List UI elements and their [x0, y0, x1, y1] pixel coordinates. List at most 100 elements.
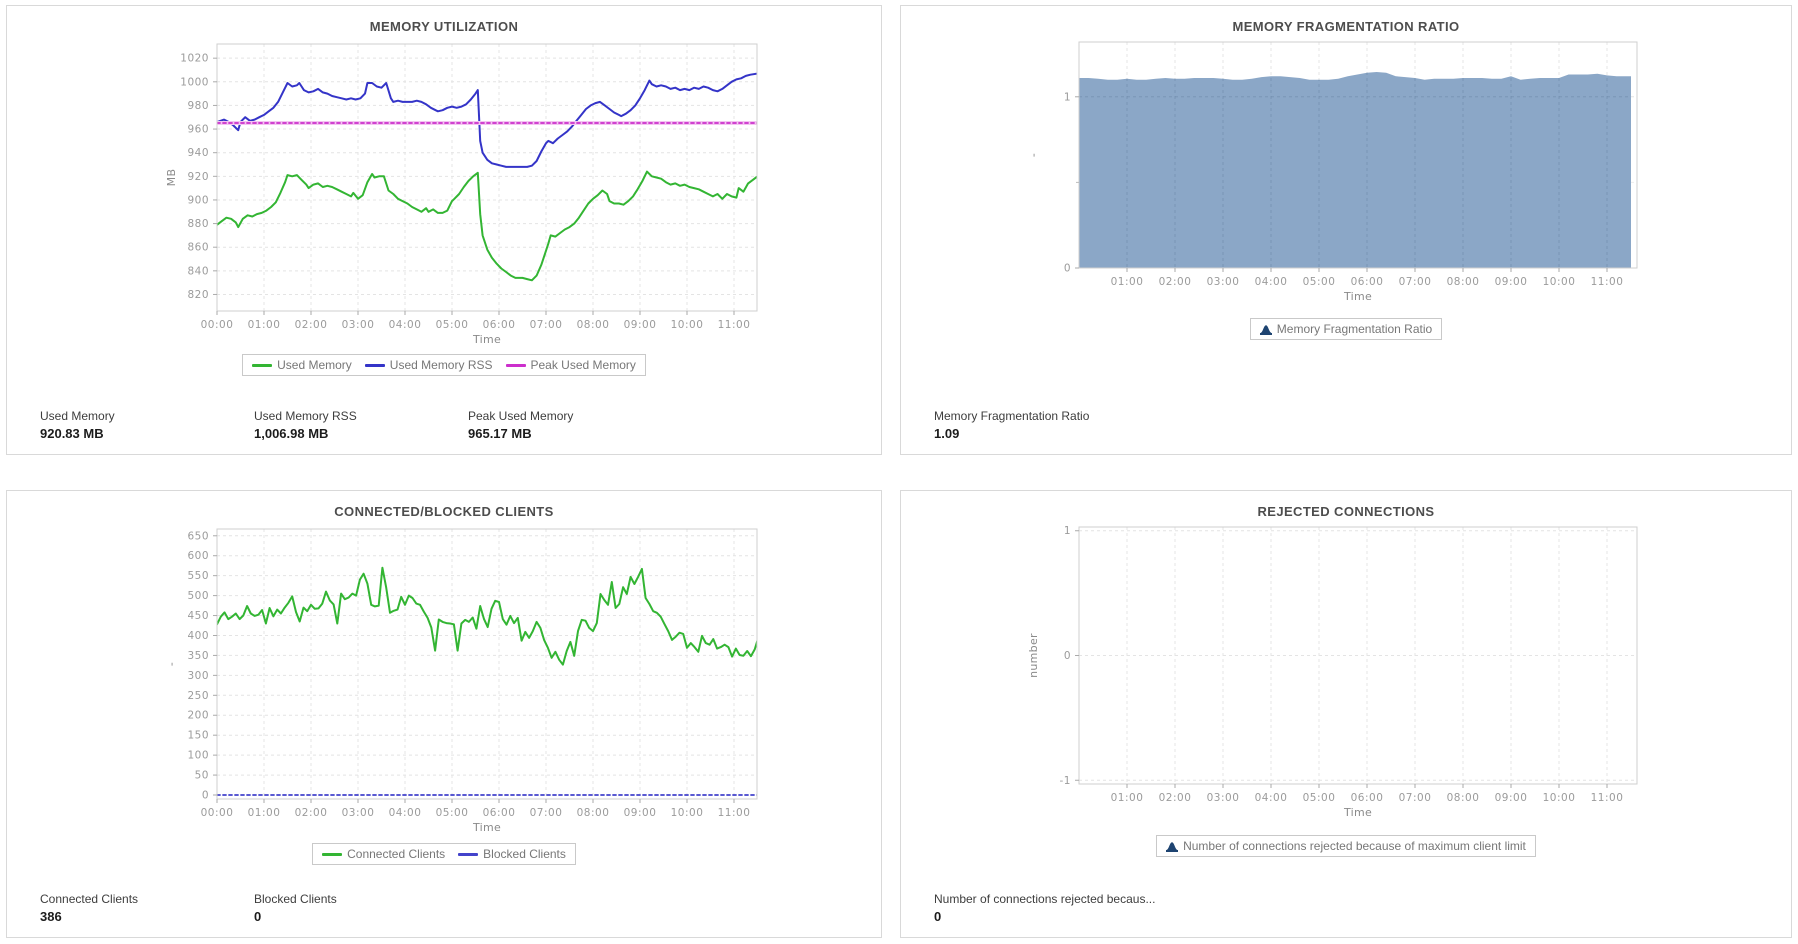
- y-axis-tick-label: 900: [187, 194, 209, 206]
- y-axis-title: MB: [165, 169, 178, 187]
- legend-item[interactable]: Connected Clients: [322, 847, 445, 861]
- line-series: [217, 170, 757, 282]
- x-axis-tick-label: 07:00: [1399, 792, 1432, 804]
- stats-row: Memory Fragmentation Ratio 1.09: [901, 409, 1791, 454]
- stats-row: Connected Clients 386 Blocked Clients 0: [7, 892, 881, 937]
- clients-chart: 6506005505004504003503002502001501005000…: [165, 528, 758, 834]
- y-axis-tick-label: -1: [1060, 775, 1071, 787]
- y-axis-tick-label: 100: [187, 750, 209, 762]
- stat: Used Memory 920.83 MB: [40, 409, 254, 441]
- y-axis-tick-label: 920: [187, 171, 209, 183]
- chart-area: 1 0 01:00 02:00 03:00 04:00 05:00 06:00 07:00 08:…: [901, 34, 1791, 316]
- legend-item[interactable]: Memory Fragmentation Ratio: [1259, 322, 1432, 336]
- axes: 1 0 01:00 02:00 03:00 04:00 05:00 06:00 07:00 08:…: [1027, 91, 1623, 303]
- y-axis-tick-label: 200: [187, 710, 209, 722]
- stat-label: Connected Clients: [40, 892, 139, 906]
- legend-label: Peak Used Memory: [530, 358, 636, 372]
- chart-area: 1 0 -1 01:00 02:00 03:00 04:00 05:00 06:00 07:00 0…: [901, 519, 1791, 833]
- stat-label: Peak Used Memory: [468, 409, 574, 423]
- y-axis-tick-label: 940: [187, 147, 209, 159]
- area-series: [1079, 72, 1631, 268]
- stat: Number of connections rejected becaus...…: [934, 892, 1169, 924]
- stat-value: 0: [254, 909, 262, 924]
- legend-label: Number of connections rejected because o…: [1183, 839, 1526, 853]
- plot-area: [217, 566, 757, 796]
- x-axis-tick-label: 08:00: [577, 319, 610, 331]
- y-axis-tick-label: 0: [1064, 650, 1071, 662]
- stat: Blocked Clients 0: [254, 892, 468, 924]
- legend-item[interactable]: Used Memory: [252, 358, 352, 372]
- x-axis-tick-label: 06:00: [1351, 792, 1384, 804]
- chart-legend: Connected Clients Blocked Clients: [312, 843, 576, 865]
- series-color-swatch: [505, 363, 526, 367]
- axes: 1020 1000 980 960 940 920 900 880 860 840 820 00:00…: [165, 53, 750, 346]
- stats-row: Used Memory 920.83 MB Used Memory RSS 1,006…: [7, 409, 881, 454]
- x-axis-tick-label: 10:00: [1543, 276, 1576, 288]
- series-color-swatch: [364, 363, 385, 367]
- legend-label: Connected Clients: [347, 847, 446, 861]
- x-axis-tick-label: 06:00: [483, 807, 516, 819]
- stat-value: 965.17 MB: [468, 426, 532, 441]
- x-axis-tick-label: 07:00: [530, 807, 563, 819]
- panel-memory-utilization: MEMORY UTILIZATION 1020 1000 980 960 940 920 9…: [6, 5, 882, 455]
- x-axis-tick-label: 08:00: [1447, 276, 1480, 288]
- x-axis-tick-label: 02:00: [295, 319, 328, 331]
- stat-value: 0: [934, 909, 942, 924]
- stat-label: Used Memory RSS: [254, 409, 357, 423]
- x-axis-tick-label: 05:00: [1303, 792, 1336, 804]
- legend-item[interactable]: Number of connections rejected because o…: [1166, 839, 1526, 853]
- x-axis-tick-label: 10:00: [1543, 792, 1576, 804]
- y-axis-tick-label: 250: [187, 690, 209, 702]
- chart-legend: Memory Fragmentation Ratio: [1249, 318, 1443, 340]
- series-color-swatch: [252, 363, 273, 367]
- y-axis-tick-label: 1000: [180, 76, 209, 88]
- series-color-swatch: [322, 852, 343, 856]
- y-axis-title: -: [165, 662, 178, 666]
- axes: 6506005505004504003503002502001501005000…: [165, 530, 750, 834]
- x-axis-tick-label: 04:00: [1255, 276, 1288, 288]
- x-axis-tick-label: 06:00: [1351, 276, 1384, 288]
- x-axis-tick-label: 03:00: [342, 319, 375, 331]
- x-axis-tick-label: 02:00: [295, 807, 328, 819]
- x-axis-tick-label: 02:00: [1159, 276, 1192, 288]
- line-series: [217, 566, 757, 666]
- plot-border: [1078, 41, 1638, 269]
- gridlines: [217, 44, 757, 311]
- stat-label: Blocked Clients: [254, 892, 337, 906]
- plot-area: [217, 72, 757, 282]
- x-axis-tick-label: 01:00: [1111, 276, 1144, 288]
- y-axis-tick-label: 980: [187, 100, 209, 112]
- legend-item[interactable]: Peak Used Memory: [505, 358, 636, 372]
- x-axis-tick-label: 08:00: [577, 807, 610, 819]
- legend-label: Used Memory: [277, 358, 352, 372]
- chart-title: REJECTED CONNECTIONS: [1257, 504, 1435, 519]
- y-axis-tick-label: 1020: [180, 53, 209, 65]
- x-axis-tick-label: 04:00: [389, 807, 422, 819]
- x-axis-tick-label: 06:00: [483, 319, 516, 331]
- stat-label: Used Memory: [40, 409, 115, 423]
- stat-value: 1,006.98 MB: [254, 426, 329, 441]
- x-axis-title: Time: [472, 821, 501, 834]
- chart-area: 1020 1000 980 960 940 920 900 880 860 840 820 00:00…: [7, 34, 881, 352]
- y-axis-tick-label: 880: [187, 218, 209, 230]
- x-axis-tick-label: 02:00: [1159, 792, 1192, 804]
- plot-border: [216, 528, 758, 800]
- x-axis-tick-label: 09:00: [624, 319, 657, 331]
- x-axis-tick-label: 07:00: [1399, 276, 1432, 288]
- y-axis-title: number: [1027, 633, 1040, 678]
- x-axis-tick-label: 10:00: [671, 807, 704, 819]
- stat: Used Memory RSS 1,006.98 MB: [254, 409, 468, 441]
- legend-item[interactable]: Used Memory RSS: [364, 358, 493, 372]
- stat-label: Memory Fragmentation Ratio: [934, 409, 1090, 423]
- axes: 1 0 -1 01:00 02:00 03:00 04:00 05:00 06:00 07:00 0…: [1027, 525, 1623, 819]
- y-axis-tick-label: 650: [187, 530, 209, 542]
- y-axis-tick-label: 0: [1064, 263, 1071, 275]
- chart-legend: Number of connections rejected because o…: [1156, 835, 1536, 857]
- x-axis-tick-label: 04:00: [1255, 792, 1288, 804]
- x-axis-tick-label: 00:00: [201, 807, 234, 819]
- x-axis-title: Time: [1343, 806, 1372, 819]
- chart-legend: Used Memory Used Memory RSS Peak Used Memo…: [242, 354, 646, 376]
- panel-connected-blocked-clients: CONNECTED/BLOCKED CLIENTS 650 600 550 500 45…: [6, 490, 882, 938]
- legend-item[interactable]: Blocked Clients: [458, 847, 566, 861]
